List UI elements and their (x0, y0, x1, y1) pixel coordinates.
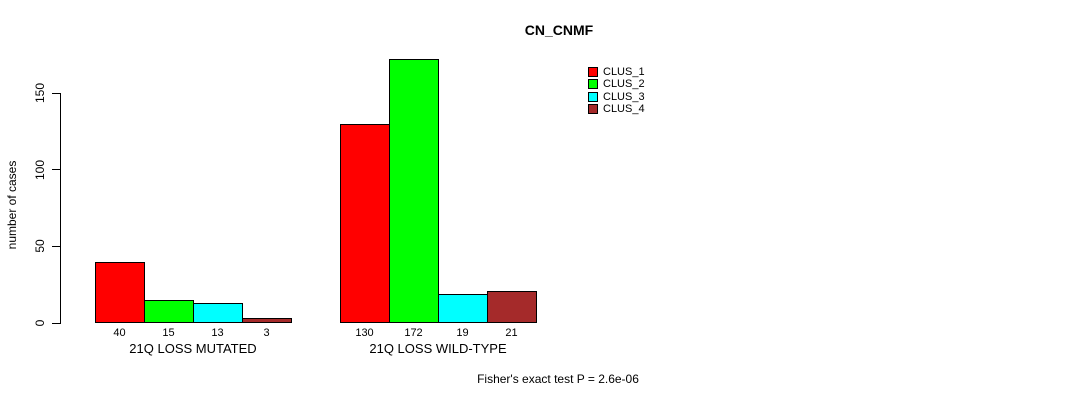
legend-item-clus_1: CLUS_1 (588, 66, 645, 78)
bar-clus_2-group2 (389, 59, 439, 323)
fisher-test-annotation: Fisher's exact test P = 2.6e-06 (477, 372, 639, 386)
bar-value-label: 15 (162, 327, 175, 339)
bar-value-label: 172 (404, 327, 423, 339)
bar-clus_3-group2 (438, 294, 488, 323)
bar-clus_1-group2 (340, 124, 390, 323)
y-tick-mark (52, 169, 60, 171)
y-tick-mark (52, 92, 60, 94)
bar-clus_4-group2 (487, 291, 537, 323)
y-tick-mark (52, 245, 60, 247)
legend-item-clus_3: CLUS_3 (588, 90, 645, 103)
y-tick-label: 0 (33, 319, 47, 327)
bar-value-label: 40 (113, 327, 126, 339)
bar-clus_4-group1 (242, 318, 292, 323)
legend-label: CLUS_1 (603, 66, 645, 78)
bar-value-label: 19 (456, 327, 469, 339)
legend-label: CLUS_4 (603, 102, 645, 115)
bar-value-label: 13 (211, 327, 224, 339)
legend-item-clus_2: CLUS_2 (588, 78, 645, 91)
legend-swatch-icon (588, 67, 598, 77)
bar-value-label: 130 (355, 327, 374, 339)
legend-swatch-icon (588, 79, 598, 90)
y-tick-label: 100 (33, 159, 47, 180)
bar-clus_3-group1 (193, 303, 243, 323)
bar-value-label: 3 (263, 327, 270, 339)
y-tick-label: 150 (33, 82, 47, 104)
bar-clus_2-group1 (144, 300, 194, 323)
bar-value-label: 21 (505, 327, 518, 339)
chart-title: CN_CNMF (524, 22, 594, 38)
legend-swatch-icon (588, 103, 598, 114)
y-tick-mark (52, 322, 60, 324)
y-tick-label: 50 (33, 239, 47, 254)
legend-label: CLUS_2 (603, 78, 645, 91)
legend-label: CLUS_3 (603, 90, 645, 103)
bar-clus_1-group1 (95, 262, 145, 323)
y-axis-label: number of cases (5, 160, 19, 250)
legend-item-clus_4: CLUS_4 (588, 102, 645, 115)
legend-swatch-icon (588, 91, 598, 102)
y-axis-line (60, 93, 61, 324)
group-label: 21Q LOSS WILD-TYPE (369, 341, 507, 356)
group-label: 21Q LOSS MUTATED (129, 341, 257, 356)
